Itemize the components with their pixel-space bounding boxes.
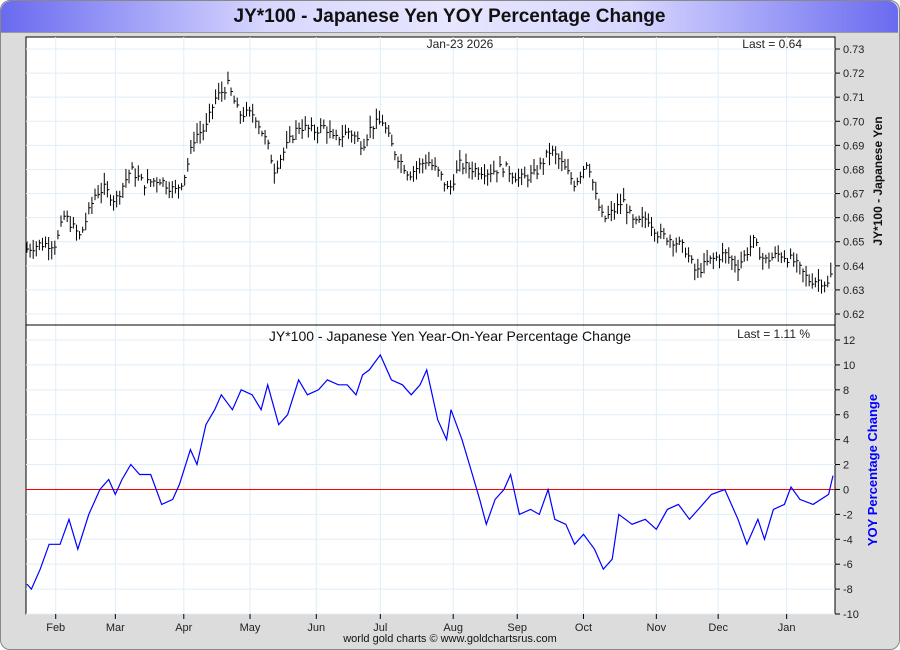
yoy-y-tick-label: 0	[843, 484, 849, 496]
x-tick-label: Dec	[708, 622, 728, 634]
yoy-y-tick-label: 4	[843, 435, 849, 447]
x-tick-label: Aug	[443, 622, 463, 634]
yoy-y-tick-label: 2	[843, 460, 849, 472]
x-tick-label: Apr	[175, 622, 192, 634]
price-y-tick-label: 0.68	[843, 164, 864, 176]
chart-title: JY*100 - Japanese Yen YOY Percentage Cha…	[1, 1, 898, 33]
date-label: Jan-23 2026	[427, 37, 494, 51]
x-tick-label: Nov	[647, 622, 667, 634]
yoy-y-tick-label: -4	[843, 534, 853, 546]
yoy-panel-title: JY*100 - Japanese Yen Year-On-Year Perce…	[269, 328, 631, 344]
yoy-y-tick-label: -8	[843, 584, 853, 596]
x-tick-label: Sep	[507, 622, 527, 634]
x-tick-label: Jun	[307, 622, 325, 634]
price-y-tick-label: 0.66	[843, 213, 864, 225]
yoy-y-tick-label: 6	[843, 410, 849, 422]
x-tick-label: Jan	[778, 622, 796, 634]
yoy-y-tick-label: -2	[843, 509, 853, 521]
price-y-axis-title: JY*100 - Japanese Yen	[871, 116, 885, 245]
price-y-tick-label: 0.70	[843, 116, 864, 128]
price-y-tick-label: 0.63	[843, 285, 864, 297]
price-bars	[26, 71, 833, 294]
price-y-tick-label: 0.65	[843, 237, 864, 249]
price-y-tick-label: 0.64	[843, 261, 864, 273]
price-y-tick-label: 0.62	[843, 309, 864, 321]
x-tick-label: Jul	[373, 622, 387, 634]
yoy-last-label: Last = 1.11 %	[737, 327, 810, 341]
price-y-tick-label: 0.72	[843, 68, 864, 80]
x-tick-label: Feb	[46, 622, 65, 634]
x-tick-label: Oct	[575, 622, 592, 634]
yoy-y-tick-label: -10	[843, 609, 859, 621]
yoy-y-tick-label: 10	[843, 360, 855, 372]
x-tick-label: Mar	[106, 622, 125, 634]
yoy-y-tick-label: -6	[843, 559, 853, 571]
price-last-label: Last = 0.64	[742, 37, 802, 51]
price-y-tick-label: 0.73	[843, 44, 864, 56]
x-tick-label: May	[240, 622, 261, 634]
price-y-tick-label: 0.67	[843, 189, 864, 201]
price-y-tick-label: 0.69	[843, 140, 864, 152]
footer-credit: world gold charts © www.goldchartsrus.co…	[343, 633, 557, 645]
yoy-y-tick-label: 8	[843, 385, 849, 397]
price-y-tick-label: 0.71	[843, 92, 864, 104]
axes: Feb Mar Apr May Jun Jul Aug Sep Oct Nov Dec Jan 0.73…	[46, 44, 864, 634]
grid	[26, 37, 835, 615]
yoy-y-tick-label: 12	[843, 335, 855, 347]
yoy-y-axis-title: YOY Percentage Change	[865, 394, 880, 546]
